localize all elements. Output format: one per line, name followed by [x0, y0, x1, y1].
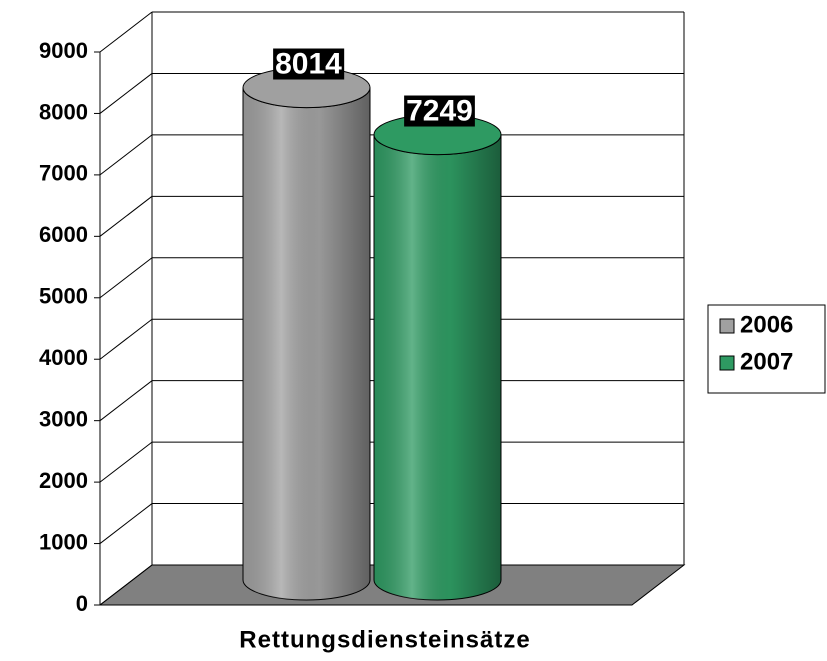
y-tick-label: 9000 — [39, 38, 88, 63]
y-tick-label: 0 — [76, 591, 88, 616]
grid-line — [99, 73, 153, 114]
legend-swatch — [719, 318, 735, 334]
y-tick-label: 8000 — [39, 99, 88, 124]
y-tick-label: 6000 — [39, 222, 88, 247]
value-label-bg — [404, 95, 475, 127]
cylinder-shade — [243, 87, 370, 600]
y-tick-label: 4000 — [39, 345, 88, 370]
grid-line — [99, 441, 153, 483]
legend-swatch — [719, 355, 735, 371]
grid-line — [99, 11, 153, 53]
grid-line — [99, 195, 153, 237]
grid-line — [99, 134, 153, 176]
y-tick-label: 2000 — [39, 468, 88, 493]
y-tick-label: 7000 — [39, 161, 88, 186]
value-label-bg — [273, 48, 345, 80]
value-label: 8014 — [275, 48, 342, 81]
y-tick-label: 3000 — [39, 406, 88, 431]
value-label: 7249 — [406, 95, 473, 128]
x-axis-label: Rettungsdiensteinsätze — [239, 626, 530, 653]
grid-line — [99, 503, 153, 544]
y-tick-label: 1000 — [39, 529, 88, 554]
grid-line — [99, 318, 153, 360]
legend-label: 2007 — [740, 348, 793, 375]
y-tick-label: 5000 — [39, 284, 88, 309]
grid-line — [99, 380, 153, 422]
grid-line — [99, 564, 153, 606]
grid-line — [99, 257, 153, 299]
cylinder-shade — [374, 134, 501, 600]
legend-label: 2006 — [740, 311, 793, 338]
